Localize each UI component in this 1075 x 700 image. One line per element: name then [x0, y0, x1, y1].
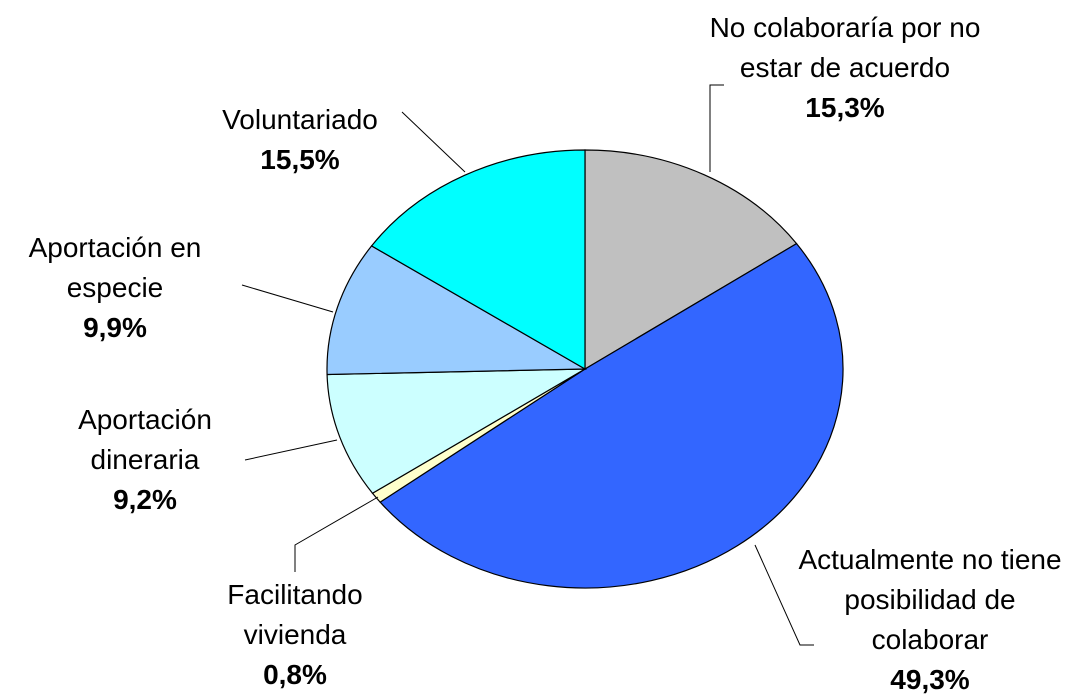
leader-line	[241, 284, 334, 313]
leader-line	[401, 111, 466, 173]
value-label: 49,3%	[890, 664, 970, 695]
leader-line	[754, 544, 814, 646]
category-name: Aportación dineraria	[78, 404, 212, 475]
pie-slice	[379, 242, 844, 589]
category-name: Actualmente no tiene posibilidad de cola…	[798, 544, 1062, 655]
slice-label: Aportación en especie 9,9%	[0, 228, 235, 348]
category-name: Facilitando vivienda	[227, 579, 363, 650]
slice-label: Facilitando vivienda 0,8%	[195, 575, 395, 695]
value-label: 9,9%	[83, 312, 147, 343]
value-label: 15,3%	[805, 92, 885, 123]
pie-slice	[370, 149, 586, 371]
leader-line	[244, 439, 338, 461]
slice-label: Aportación dineraria 9,2%	[25, 400, 265, 520]
value-label: 0,8%	[263, 659, 327, 690]
category-name: Aportación en especie	[28, 232, 202, 303]
category-name: No colaboraría por no estar de acuerdo	[709, 12, 981, 83]
value-label: 15,5%	[260, 144, 340, 175]
leader-line	[709, 84, 724, 172]
value-label: 9,2%	[113, 484, 177, 515]
slice-label: No colaboraría por no estar de acuerdo 15…	[705, 8, 985, 128]
slice-label: Voluntariado 15,5%	[140, 100, 460, 180]
leader-line	[294, 496, 379, 572]
slice-label: Actualmente no tiene posibilidad de cola…	[790, 540, 1070, 700]
pie-slice	[584, 149, 798, 371]
pie-slice	[326, 368, 588, 495]
pie-slice	[326, 245, 588, 376]
category-name: Voluntariado	[222, 104, 378, 135]
